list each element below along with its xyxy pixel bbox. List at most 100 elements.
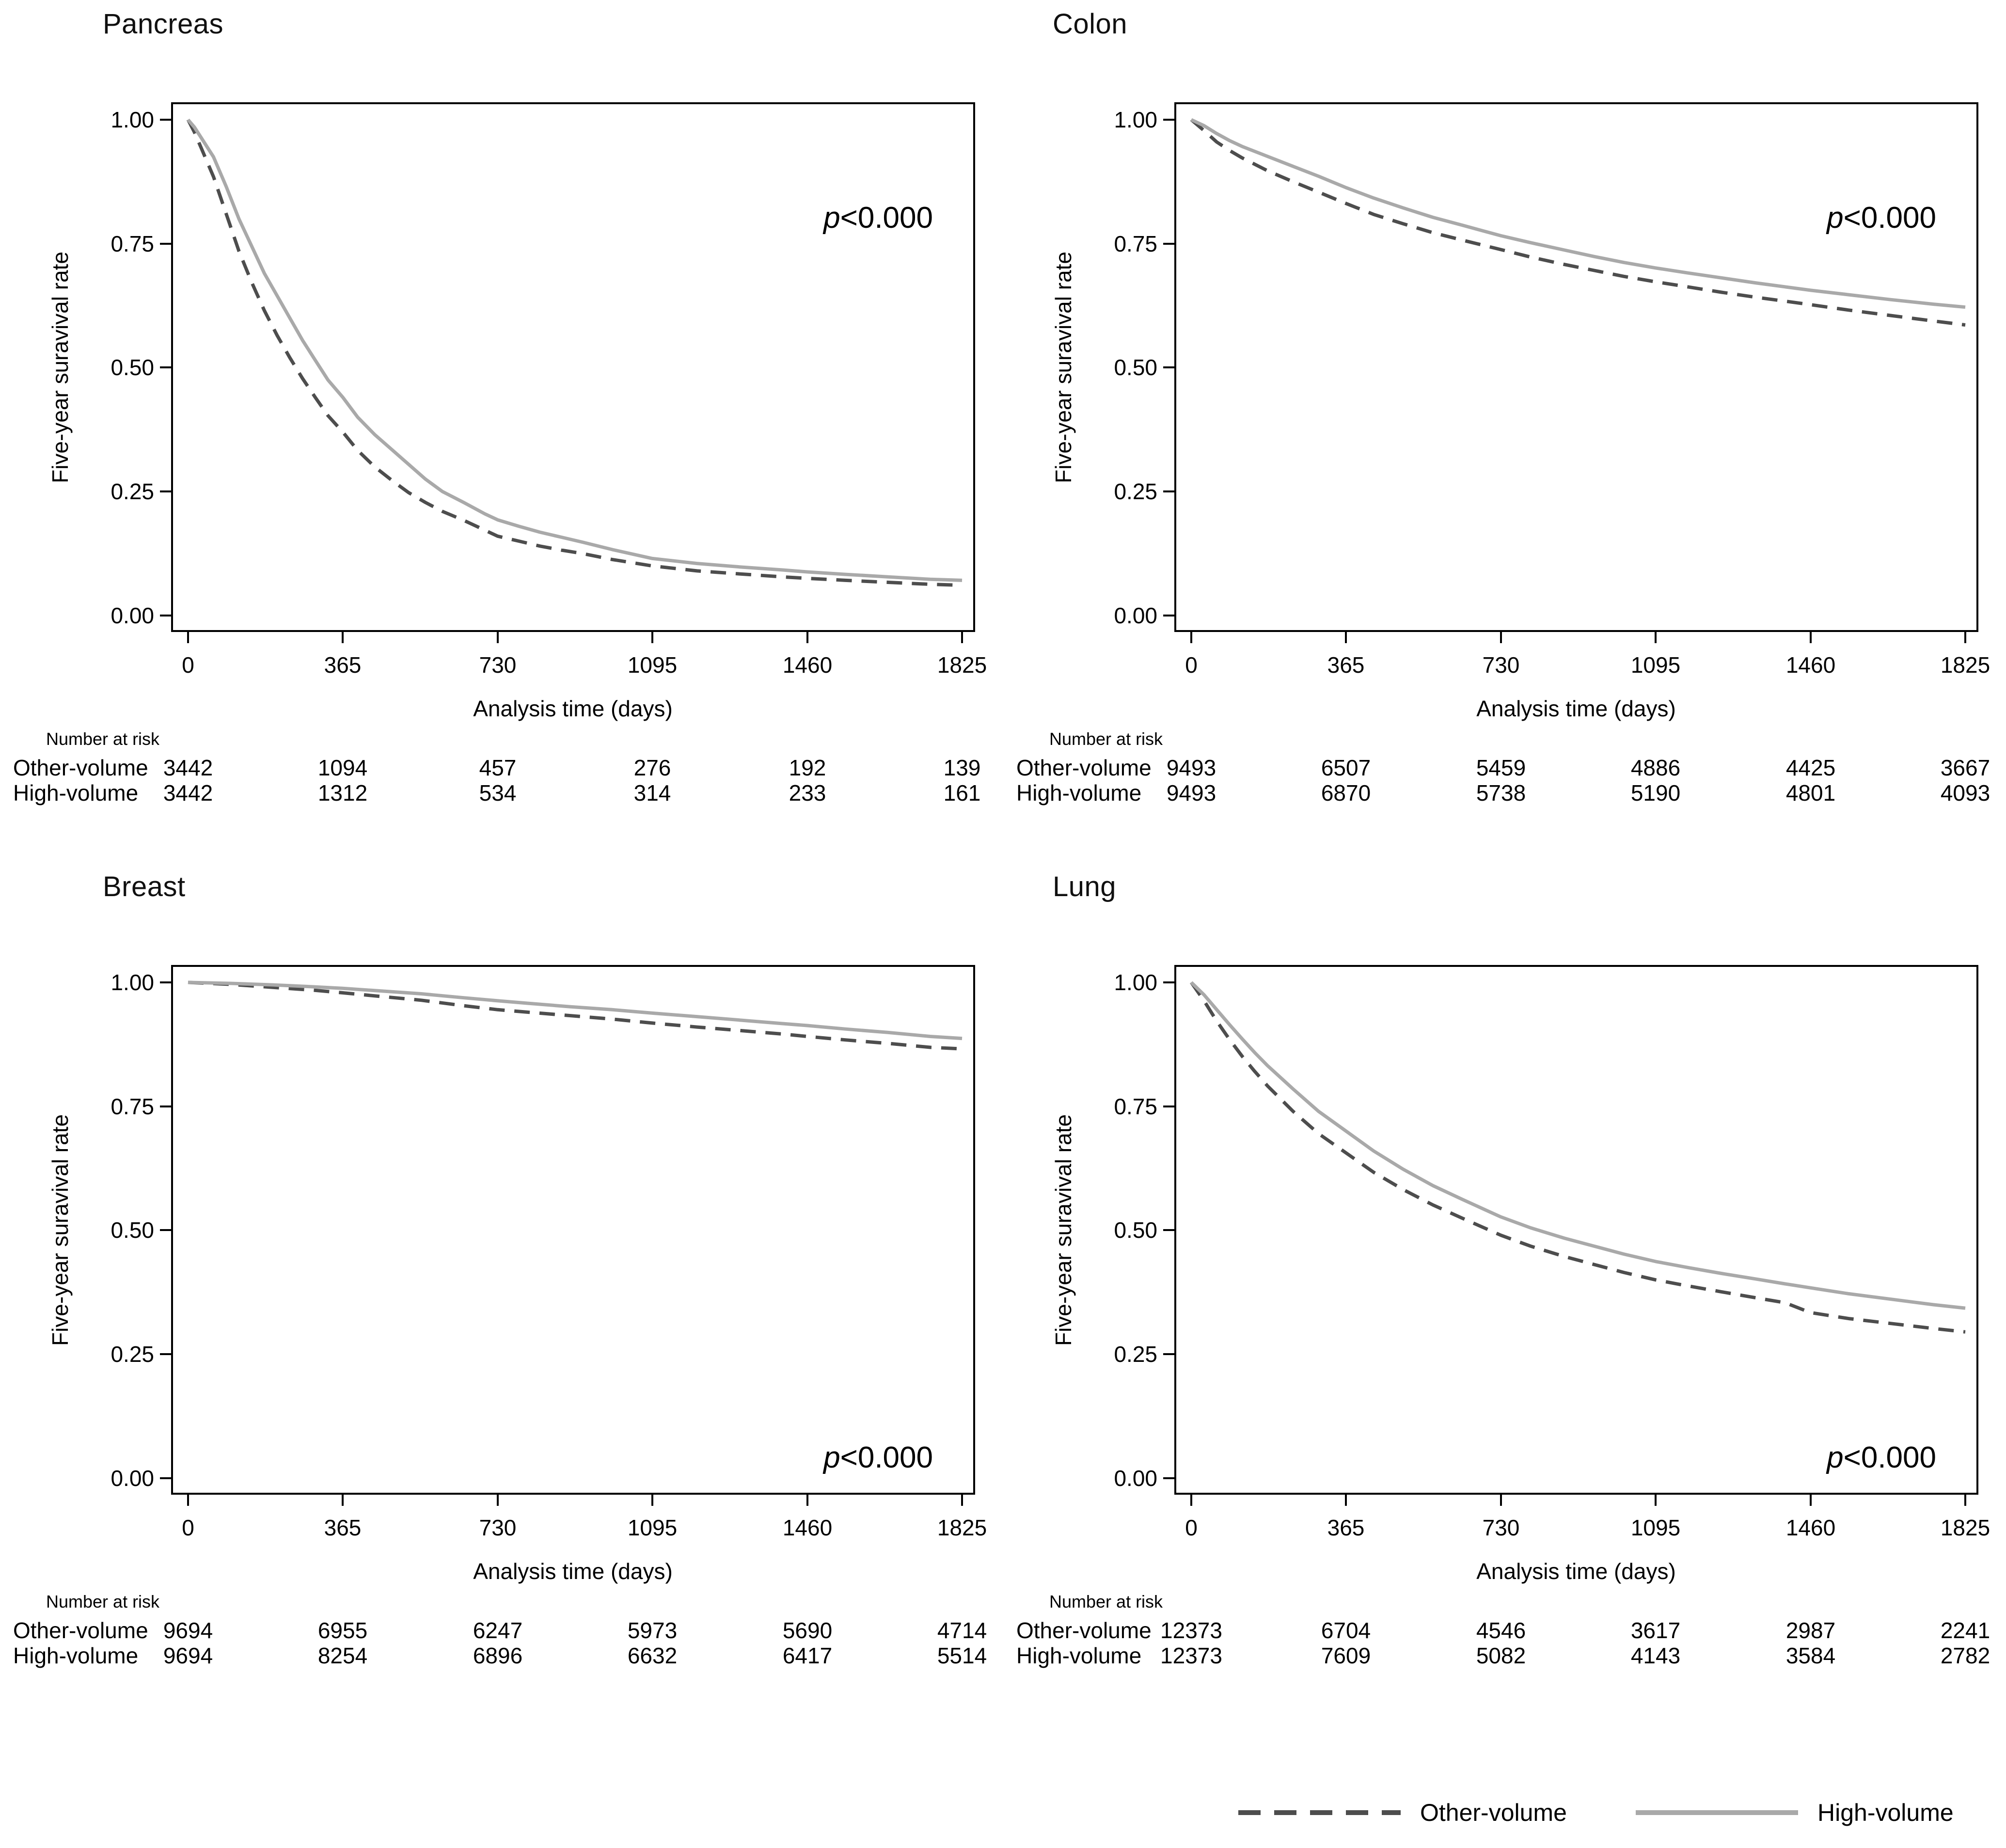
risk-table-header: Number at risk <box>1049 729 1163 749</box>
x-tick-label: 1095 <box>1631 1515 1680 1540</box>
risk-value: 9694 <box>163 1643 213 1668</box>
x-tick-label: 730 <box>1483 1515 1520 1540</box>
x-tick-label: 1095 <box>1631 652 1680 678</box>
x-axis: 0 365 730 1095 1460 1825 <box>182 1494 987 1540</box>
y-axis-title: Five-year suravival rate <box>47 1114 73 1346</box>
x-tick-label: 365 <box>1327 1515 1365 1540</box>
x-tick-label: 365 <box>1327 652 1365 678</box>
y-tick-label: 1.00 <box>111 107 154 132</box>
x-tick-label: 1825 <box>1941 652 1990 678</box>
risk-table-header: Number at risk <box>1049 1592 1163 1611</box>
y-tick-label: 0.50 <box>111 355 154 380</box>
risk-row-label: High-volume <box>13 780 138 806</box>
x-tick-label: 0 <box>182 652 194 678</box>
y-tick-label: 0.25 <box>1114 479 1157 504</box>
risk-value: 233 <box>789 780 826 806</box>
survival-panel: Lung 1.00 0.75 0.50 0.25 0.00 <box>1003 863 2006 1691</box>
risk-value: 5514 <box>937 1643 987 1668</box>
curve-other-volume <box>188 980 963 1051</box>
x-tick-label: 1825 <box>937 1515 987 1540</box>
x-tick-label: 1825 <box>1941 1515 1990 1540</box>
x-axis: 0 365 730 1095 1460 1825 <box>1185 631 1990 678</box>
risk-value: 6507 <box>1321 755 1371 780</box>
risk-value: 7609 <box>1321 1643 1371 1668</box>
y-axis: 1.00 0.75 0.50 0.25 0.00 <box>111 970 172 1491</box>
risk-value: 1312 <box>318 780 367 806</box>
y-tick-label: 0.25 <box>111 1342 154 1367</box>
risk-value: 5190 <box>1631 780 1680 806</box>
p-value: p<0.000 <box>1826 1441 1936 1474</box>
risk-value: 4801 <box>1786 780 1835 806</box>
risk-value: 9493 <box>1167 780 1216 806</box>
risk-value: 6247 <box>473 1618 522 1643</box>
risk-table: Number at risk Other-volume 9493 6507 54… <box>1016 729 1990 806</box>
risk-value: 1094 <box>318 755 367 780</box>
y-tick-label: 0.00 <box>1114 1466 1157 1491</box>
p-value-symbol: p <box>1826 201 1843 235</box>
y-tick-label: 0.00 <box>111 603 154 628</box>
risk-value: 5690 <box>783 1618 832 1643</box>
risk-value: 5973 <box>628 1618 677 1643</box>
risk-value: 3442 <box>163 755 213 780</box>
x-tick-label: 365 <box>324 652 362 678</box>
x-tick-label: 365 <box>324 1515 362 1540</box>
plot-box <box>1174 102 1978 632</box>
y-tick-label: 1.00 <box>1114 107 1157 132</box>
risk-value: 457 <box>479 755 517 780</box>
risk-row-label: Other-volume <box>1016 755 1152 780</box>
km-plot: 1.00 0.75 0.50 0.25 0.00 0 365 730 1095 … <box>1016 965 1990 1668</box>
risk-value: 4714 <box>937 1618 987 1643</box>
risk-value: 5738 <box>1476 780 1526 806</box>
y-tick-label: 0.00 <box>111 1466 154 1491</box>
curve-other-volume <box>1190 118 1966 327</box>
p-value-number: <0.000 <box>840 1441 933 1474</box>
x-tick-label: 1460 <box>1786 1515 1835 1540</box>
risk-value: 6955 <box>318 1618 367 1643</box>
y-axis: 1.00 0.75 0.50 0.25 0.00 <box>1114 970 1175 1491</box>
risk-value: 276 <box>634 755 671 780</box>
p-value-number: <0.000 <box>840 201 933 235</box>
x-tick-label: 730 <box>479 652 517 678</box>
risk-value: 3667 <box>1941 755 1990 780</box>
risk-value: 5459 <box>1476 755 1526 780</box>
x-axis-title: Analysis time (days) <box>473 1559 673 1584</box>
x-axis-title: Analysis time (days) <box>1476 696 1676 721</box>
x-tick-label: 0 <box>1185 652 1198 678</box>
risk-row-label: High-volume <box>1016 1643 1141 1668</box>
x-tick-label: 1095 <box>628 1515 677 1540</box>
curve-high-volume <box>1190 981 1966 1310</box>
risk-value: 2241 <box>1941 1618 1990 1643</box>
y-tick-label: 0.50 <box>1114 1217 1157 1243</box>
legend-label-other-volume: Other-volume <box>1420 1799 1567 1826</box>
x-axis-title: Analysis time (days) <box>1476 1559 1676 1584</box>
y-axis-title: Five-year suravival rate <box>47 252 73 483</box>
panel-title: Breast <box>103 871 186 902</box>
legend-label-high-volume: High-volume <box>1817 1799 1954 1826</box>
risk-row-label: High-volume <box>13 1643 138 1668</box>
y-tick-label: 0.50 <box>1114 355 1157 380</box>
risk-value: 6896 <box>473 1643 522 1668</box>
risk-value: 5082 <box>1476 1643 1526 1668</box>
risk-value: 6704 <box>1321 1618 1371 1643</box>
y-tick-label: 0.75 <box>111 1094 154 1119</box>
risk-value: 4886 <box>1631 755 1680 780</box>
risk-value: 314 <box>634 780 671 806</box>
risk-value: 4093 <box>1941 780 1990 806</box>
km-plot: 1.00 0.75 0.50 0.25 0.00 0 365 730 1095 … <box>13 965 987 1668</box>
p-value-symbol: p <box>822 1441 840 1474</box>
x-axis: 0 365 730 1095 1460 1825 <box>1185 1494 1990 1540</box>
panel-title: Lung <box>1053 871 1117 902</box>
risk-value: 534 <box>479 780 517 806</box>
km-plot: 1.00 0.75 0.50 0.25 0.00 0 365 730 1095 … <box>1016 102 1990 806</box>
risk-value: 139 <box>944 755 981 780</box>
panel-title: Colon <box>1053 8 1128 40</box>
y-tick-label: 0.75 <box>111 231 154 256</box>
x-tick-label: 0 <box>1185 1515 1198 1540</box>
panel-title: Pancreas <box>103 8 224 40</box>
y-axis: 1.00 0.75 0.50 0.25 0.00 <box>111 107 172 628</box>
risk-table-header: Number at risk <box>46 1592 160 1611</box>
y-axis-title: Five-year suravival rate <box>1051 252 1076 483</box>
y-axis-title: Five-year suravival rate <box>1051 1114 1076 1346</box>
risk-value: 4425 <box>1786 755 1835 780</box>
y-tick-label: 0.25 <box>1114 1342 1157 1367</box>
